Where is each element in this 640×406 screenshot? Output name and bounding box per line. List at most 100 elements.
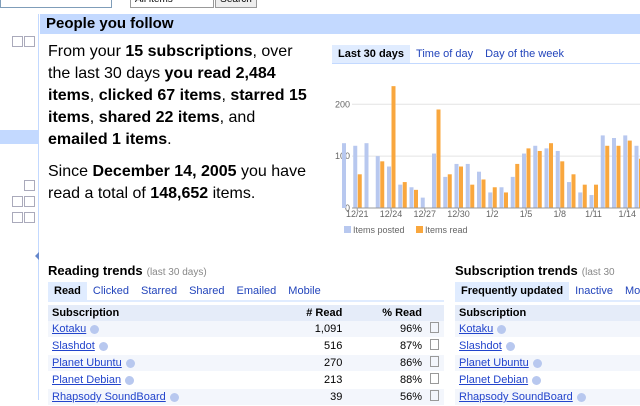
icon[interactable] <box>24 180 35 191</box>
arrow-icon[interactable] <box>532 375 542 385</box>
section-heading: Reading trends (last 30 days) <box>48 263 444 281</box>
summary-text: , and <box>219 109 256 126</box>
search-select[interactable]: All items <box>130 0 214 8</box>
summary-text: , over the last 30 days <box>48 43 293 82</box>
sidebar <box>0 14 39 400</box>
bar <box>510 176 515 208</box>
search-button[interactable]: Search <box>215 0 257 8</box>
tab[interactable]: Mobile <box>288 285 321 297</box>
summary-text: . <box>167 131 172 148</box>
arrow-icon[interactable] <box>497 324 507 334</box>
bar <box>436 109 441 208</box>
bar <box>537 150 542 208</box>
cell-text: 39 <box>330 391 343 403</box>
bar <box>342 143 346 208</box>
cell: 87% <box>346 337 426 355</box>
search-box[interactable] <box>0 0 112 8</box>
arrow-icon[interactable] <box>169 392 179 402</box>
cell: 39 <box>272 388 347 406</box>
trash-icon[interactable] <box>430 356 439 367</box>
subscription-link[interactable]: Planet Debian <box>52 374 122 386</box>
arrow-icon[interactable] <box>125 375 135 385</box>
arrow-icon[interactable] <box>125 358 135 368</box>
subscription-link[interactable]: Kotaku <box>52 323 87 335</box>
cell: Planet Debian <box>48 371 273 389</box>
subscription-link[interactable]: Planet Ubuntu <box>52 357 122 369</box>
subscription-link[interactable]: Rhapsody SoundBoard <box>459 391 573 403</box>
bar <box>353 145 358 208</box>
tab[interactable]: Time of day <box>416 48 474 60</box>
subscription-link[interactable]: Planet Ubuntu <box>459 357 529 369</box>
tab[interactable]: Shared <box>189 285 225 297</box>
legend-label: Items read <box>425 225 468 235</box>
tab[interactable]: Frequently updated <box>455 282 570 300</box>
legend-label: Items posted <box>353 225 405 235</box>
icon[interactable] <box>24 212 35 223</box>
bar <box>375 156 380 208</box>
icon[interactable] <box>12 212 23 223</box>
subscription-link[interactable]: Rhapsody SoundBoard <box>52 391 166 403</box>
bar <box>634 145 639 208</box>
tab[interactable]: Day of the week <box>485 48 564 60</box>
cell-text: 87% <box>399 340 422 352</box>
cell: Slashdot <box>455 337 640 355</box>
trash-icon[interactable] <box>430 339 439 350</box>
column-header: Subscription <box>48 305 273 321</box>
arrow-icon[interactable] <box>90 324 100 334</box>
bar <box>380 161 385 208</box>
bar <box>560 161 565 208</box>
table-row: Planet Ubuntu 270 86% <box>48 354 444 372</box>
subscription-link[interactable]: Kotaku <box>459 323 494 335</box>
trash-icon[interactable] <box>430 322 439 333</box>
cell <box>426 388 444 406</box>
summary-text: you read 2,484 items <box>48 65 276 104</box>
cell-text: 96% <box>399 323 422 335</box>
cell: 96% <box>346 321 426 338</box>
summary-text: you have read a total of <box>48 163 306 202</box>
subscription-link[interactable]: Planet Debian <box>459 374 529 386</box>
table-row: Rhapsody SoundBoard <box>455 388 640 406</box>
cell: 86% <box>346 354 426 372</box>
arrow-icon[interactable] <box>532 358 542 368</box>
table-header: Subscription <box>455 305 640 321</box>
subscription-link[interactable]: Slashdot <box>459 340 502 352</box>
icon[interactable] <box>24 196 35 207</box>
tabs: Read Clicked Starred Shared Emailed Mobile <box>48 281 444 302</box>
bar <box>627 140 632 208</box>
bar <box>555 150 560 208</box>
tab[interactable]: Clicked <box>92 285 129 297</box>
subscription-link[interactable]: Slashdot <box>52 340 95 352</box>
reading-trends: Reading trends (last 30 days) Read Clicked S… <box>48 263 444 406</box>
tab[interactable]: Most <box>624 285 640 297</box>
bar <box>454 163 459 208</box>
arrow-icon[interactable] <box>576 392 586 402</box>
table: Subscription Kotaku Slashdot Planet Ubuntu P… <box>455 305 640 406</box>
summary-text: starred 15 items <box>48 87 307 126</box>
summary-text: , <box>89 109 99 126</box>
tab[interactable]: Emailed <box>236 285 277 297</box>
cell <box>426 354 444 372</box>
table-row: Planet Debian 213 88% <box>48 371 444 389</box>
bar <box>612 138 616 208</box>
x-tick-label: 12/30 <box>447 209 470 219</box>
icon[interactable] <box>24 36 35 47</box>
icon[interactable] <box>12 196 23 207</box>
arrow-icon[interactable] <box>98 341 108 351</box>
trash-icon[interactable] <box>430 373 439 384</box>
bar <box>582 184 587 208</box>
chart: 010020012/2112/2412/2712/301/21/51/81/11… <box>335 86 640 235</box>
summary-text: December 14, 2005 <box>92 163 237 180</box>
bar <box>414 189 418 208</box>
collapse-arrow[interactable] <box>35 252 39 260</box>
table-row: Slashdot 516 87% <box>48 337 444 355</box>
icon[interactable] <box>12 36 23 47</box>
tab[interactable]: Starred <box>140 285 178 297</box>
table-header: Subscription # Read% Read <box>48 305 444 321</box>
bar <box>578 192 583 208</box>
x-tick-label: 12/27 <box>413 209 436 219</box>
arrow-icon[interactable] <box>505 341 515 351</box>
tab[interactable]: Last 30 days <box>332 45 411 63</box>
tab[interactable]: Inactive <box>575 285 613 297</box>
tab[interactable]: Read <box>48 282 87 300</box>
trash-icon[interactable] <box>430 390 439 401</box>
